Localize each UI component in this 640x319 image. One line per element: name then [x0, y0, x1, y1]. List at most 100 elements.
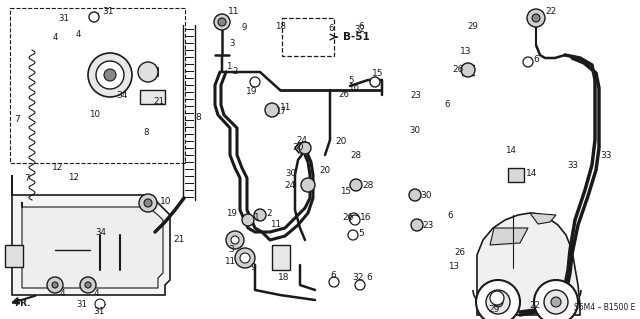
Text: 21: 21 — [153, 97, 164, 106]
Circle shape — [486, 290, 510, 314]
Text: 28: 28 — [350, 151, 362, 160]
Text: 6: 6 — [444, 100, 449, 109]
Text: 14: 14 — [505, 146, 516, 155]
Text: 23: 23 — [422, 220, 433, 229]
Text: 19: 19 — [227, 209, 237, 218]
Text: 11: 11 — [228, 8, 239, 17]
Text: 11: 11 — [269, 220, 281, 229]
Circle shape — [411, 219, 423, 231]
Circle shape — [235, 248, 255, 268]
Text: 22: 22 — [529, 301, 540, 310]
Circle shape — [461, 63, 475, 77]
Bar — [10, 8, 185, 163]
Circle shape — [80, 277, 96, 293]
Circle shape — [370, 77, 380, 87]
Text: 1: 1 — [254, 213, 260, 222]
Circle shape — [350, 179, 362, 191]
Text: 15: 15 — [372, 70, 383, 78]
Text: 31: 31 — [76, 300, 88, 309]
Text: 26: 26 — [454, 248, 465, 257]
Circle shape — [214, 14, 230, 30]
Circle shape — [409, 189, 421, 201]
Text: 18: 18 — [278, 273, 289, 283]
Circle shape — [96, 61, 124, 89]
Text: 23: 23 — [410, 91, 422, 100]
Polygon shape — [22, 202, 163, 288]
Text: 31: 31 — [93, 308, 104, 316]
Circle shape — [85, 282, 91, 288]
Polygon shape — [490, 228, 528, 245]
Circle shape — [88, 53, 132, 97]
Text: 31: 31 — [102, 8, 113, 17]
Text: 22: 22 — [545, 8, 556, 17]
Text: 10: 10 — [89, 110, 100, 119]
Text: 2: 2 — [233, 67, 238, 76]
Text: 15: 15 — [340, 187, 351, 196]
Text: 4: 4 — [76, 30, 81, 39]
Text: 32: 32 — [352, 273, 364, 283]
Circle shape — [532, 14, 540, 22]
Bar — [140, 90, 165, 104]
Circle shape — [350, 215, 360, 225]
Text: 7: 7 — [14, 115, 20, 124]
Text: 11: 11 — [223, 257, 235, 266]
Circle shape — [138, 62, 158, 82]
Polygon shape — [12, 175, 170, 295]
Text: 16: 16 — [348, 83, 360, 92]
Circle shape — [355, 280, 365, 290]
Text: 32: 32 — [354, 25, 365, 34]
Text: 8: 8 — [195, 114, 201, 122]
Text: 2: 2 — [266, 209, 271, 218]
Circle shape — [47, 277, 63, 293]
Text: 6: 6 — [533, 56, 539, 64]
Bar — [5, 245, 23, 267]
Text: 29: 29 — [488, 306, 499, 315]
Text: 1: 1 — [227, 62, 232, 71]
Text: 34: 34 — [95, 228, 107, 237]
Text: 13: 13 — [460, 48, 472, 56]
Circle shape — [139, 194, 157, 212]
Circle shape — [52, 282, 58, 288]
Text: 21: 21 — [173, 235, 184, 244]
Text: 28: 28 — [362, 181, 373, 189]
Bar — [282, 18, 334, 56]
Circle shape — [349, 213, 359, 223]
Circle shape — [544, 290, 568, 314]
Text: 6: 6 — [447, 211, 452, 219]
Text: 13: 13 — [447, 262, 459, 271]
Circle shape — [551, 297, 561, 307]
Bar — [272, 245, 290, 270]
Text: 6: 6 — [366, 273, 372, 283]
Text: 16: 16 — [360, 213, 371, 222]
Text: 18: 18 — [275, 22, 286, 31]
Text: 8: 8 — [143, 128, 148, 137]
Text: 4: 4 — [60, 290, 66, 299]
Text: 12: 12 — [68, 173, 79, 182]
Text: 19: 19 — [246, 87, 257, 97]
Circle shape — [231, 236, 239, 244]
Circle shape — [254, 209, 266, 221]
Circle shape — [95, 299, 105, 309]
Text: 14: 14 — [526, 168, 538, 177]
Polygon shape — [477, 213, 580, 315]
Circle shape — [89, 12, 99, 22]
Text: 3: 3 — [228, 246, 234, 255]
Circle shape — [348, 230, 358, 240]
Text: S6M4 – B1500 E: S6M4 – B1500 E — [573, 303, 635, 312]
Text: 7: 7 — [24, 174, 29, 183]
Text: 33: 33 — [567, 161, 579, 170]
Text: 6: 6 — [330, 271, 336, 279]
Text: 24: 24 — [296, 136, 308, 145]
Text: 30: 30 — [292, 144, 303, 152]
Text: 30: 30 — [285, 169, 297, 178]
Circle shape — [299, 142, 311, 154]
Text: 26: 26 — [342, 213, 353, 222]
Text: 34: 34 — [116, 92, 128, 100]
Text: 10: 10 — [160, 197, 172, 206]
Text: 6: 6 — [359, 22, 364, 31]
Circle shape — [242, 214, 254, 226]
Text: 20: 20 — [319, 166, 331, 175]
Text: 29: 29 — [467, 22, 477, 31]
Text: B-51: B-51 — [343, 32, 370, 42]
Text: FR.: FR. — [13, 299, 30, 308]
